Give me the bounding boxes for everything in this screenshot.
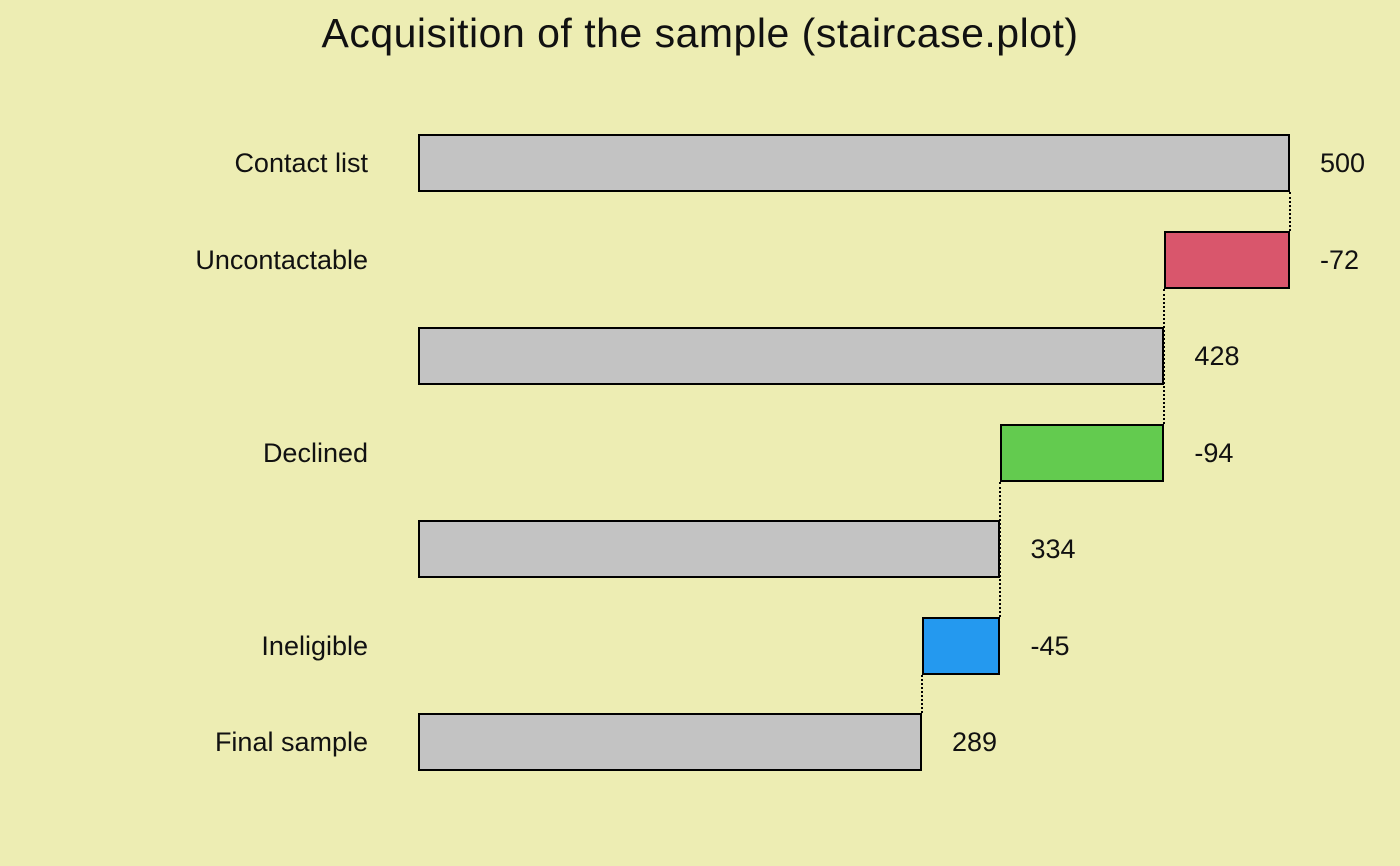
- bar-label: Final sample: [214, 727, 368, 757]
- connector-line: [1163, 288, 1166, 424]
- bar-label: Declined: [262, 437, 368, 468]
- bar-value: 289: [952, 727, 998, 757]
- bar-label: Uncontactable: [195, 244, 368, 275]
- waterfall-bar: [1164, 230, 1290, 289]
- waterfall-bar: [1000, 423, 1165, 482]
- bar-label: Contact list: [234, 148, 368, 178]
- bar-value: -94: [1194, 437, 1234, 468]
- bar-label: Ineligible: [261, 630, 368, 661]
- connector-line: [921, 674, 924, 713]
- bar-value: -72: [1320, 244, 1360, 275]
- connector-line: [1289, 192, 1291, 231]
- waterfall-bar: [418, 327, 1165, 385]
- waterfall-bar: [418, 134, 1290, 192]
- bar-value: 334: [1030, 534, 1076, 564]
- chart-title: Acquisition of the sample (staircase.plo…: [321, 10, 1079, 56]
- waterfall-bar: [418, 520, 1001, 578]
- bar-value: 428: [1194, 341, 1240, 371]
- bar-value: -45: [1030, 630, 1070, 661]
- bar-value: 500: [1320, 148, 1366, 178]
- waterfall-bar: [418, 713, 923, 771]
- connector-line: [999, 481, 1002, 617]
- waterfall-bar: [922, 616, 1001, 675]
